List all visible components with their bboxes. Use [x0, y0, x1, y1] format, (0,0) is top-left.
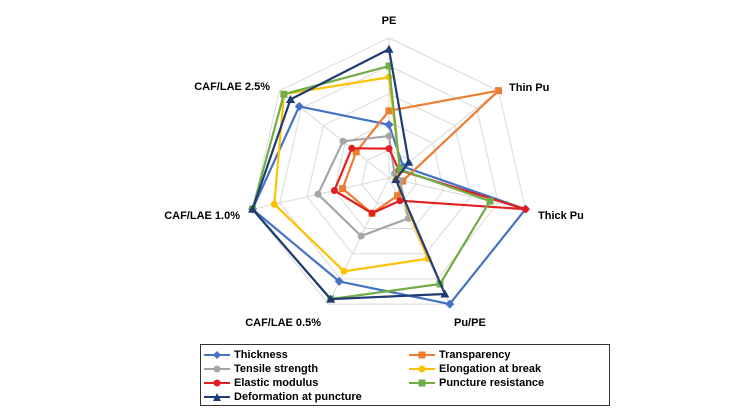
series-tensile-strength	[314, 132, 412, 240]
series-line-thickness	[251, 105, 527, 306]
legend-swatch-thickness	[204, 351, 230, 359]
point-elastic-modulus-pu-pe	[396, 197, 404, 205]
point-thickness-pe	[384, 120, 394, 130]
point-deformation-at-puncture-pe	[384, 44, 394, 53]
point-tensile-strength-pe	[385, 132, 393, 140]
point-puncture-resistance-caf-lae-2-5	[280, 90, 288, 98]
legend-item-puncture-resistance: Puncture resistance	[408, 376, 613, 390]
point-transparency-caf-lae-2-5	[352, 148, 360, 156]
legend-swatch-transparency	[409, 351, 435, 359]
point-deformation-at-puncture-thin-pu	[404, 157, 414, 166]
legend-label-elongation-at-break: Elongation at break	[439, 363, 542, 375]
legend-item-deformation-at-puncture: Deformation at puncture	[203, 390, 408, 404]
axis-label-thin-pu: Thin Pu	[509, 82, 549, 94]
point-puncture-resistance-pe	[385, 62, 393, 70]
grid-ring-3	[306, 93, 472, 255]
point-puncture-resistance-thin-pu	[396, 165, 404, 173]
legend-label-transparency: Transparency	[439, 349, 511, 361]
point-elastic-modulus-caf-lae-0-5	[368, 209, 376, 217]
point-elongation-at-break-caf-lae-0-5	[340, 267, 348, 275]
point-tensile-strength-caf-lae-2-5	[339, 137, 347, 145]
point-elastic-modulus-thick-pu	[522, 205, 529, 213]
point-puncture-resistance-thick-pu	[486, 197, 494, 205]
point-transparency-thin-pu	[495, 87, 502, 95]
legend-label-tensile-strength: Tensile strength	[234, 363, 319, 375]
series-line-transparency	[341, 89, 500, 215]
point-transparency-pe	[385, 107, 393, 115]
point-elastic-modulus-caf-lae-1-0	[330, 187, 338, 194]
point-deformation-at-puncture-caf-lae-1-0	[248, 204, 258, 213]
legend-item-thickness: Thickness	[203, 348, 408, 362]
legend-swatch-elastic-modulus	[204, 379, 230, 387]
axis-label-caf-lae-1-0: CAF/LAE 1.0%	[164, 210, 240, 222]
point-elastic-modulus-pe	[385, 145, 393, 153]
legend-label-deformation-at-puncture: Deformation at puncture	[234, 391, 362, 403]
radar-series	[248, 44, 530, 309]
legend-item-tensile-strength: Tensile strength	[203, 362, 408, 376]
legend-label-puncture-resistance: Puncture resistance	[439, 377, 545, 389]
grid-ring-5	[251, 37, 527, 305]
legend-swatch-puncture-resistance	[409, 379, 435, 387]
axis-label-caf-lae-2-5: CAF/LAE 2.5%	[194, 81, 270, 93]
legend-swatch-deformation-at-puncture	[204, 393, 230, 401]
point-transparency-caf-lae-1-0	[339, 185, 347, 193]
legend-item-transparency: Transparency	[408, 348, 613, 362]
point-transparency-pu-pe	[394, 192, 401, 200]
point-thickness-pu-pe	[445, 299, 455, 309]
point-tensile-strength-caf-lae-1-0	[314, 190, 322, 198]
point-thickness-caf-lae-2-5	[294, 101, 304, 111]
legend-label-thickness: Thickness	[234, 349, 288, 361]
legend-label-elastic-modulus: Elastic modulus	[234, 377, 319, 389]
grid-ring-4	[279, 65, 499, 280]
legend-swatch-elongation-at-break	[409, 365, 435, 373]
axis-label-caf-lae-0-5: CAF/LAE 0.5%	[245, 317, 321, 329]
legend-item-elastic-modulus: Elastic modulus	[203, 376, 408, 390]
point-deformation-at-puncture-thick-pu	[391, 175, 401, 184]
point-elastic-modulus-caf-lae-2-5	[348, 144, 356, 152]
point-elongation-at-break-caf-lae-1-0	[270, 200, 278, 208]
axis-label-pe: PE	[382, 15, 397, 27]
series-line-puncture-resistance	[251, 64, 492, 301]
grid-spoke-thick-pu	[388, 177, 526, 210]
axis-label-thick-pu: Thick Pu	[538, 210, 584, 222]
chart-legend: Thickness Transparency Tensile strength …	[200, 344, 610, 406]
point-tensile-strength-caf-lae-0-5	[357, 232, 365, 240]
series-deformation-at-puncture	[248, 44, 450, 303]
legend-swatch-tensile-strength	[204, 365, 230, 373]
axis-label-pu-pe: Pu/PE	[454, 317, 486, 329]
point-deformation-at-puncture-caf-lae-0-5	[326, 294, 336, 303]
point-deformation-at-puncture-pu-pe	[440, 289, 450, 298]
point-thickness-caf-lae-0-5	[334, 276, 344, 286]
point-deformation-at-puncture-caf-lae-2-5	[285, 94, 295, 103]
axis-labels: PE Thin Pu Thick Pu Pu/PE CAF/LAE 0.5% C…	[164, 15, 584, 329]
legend-item-elongation-at-break: Elongation at break	[408, 362, 613, 376]
